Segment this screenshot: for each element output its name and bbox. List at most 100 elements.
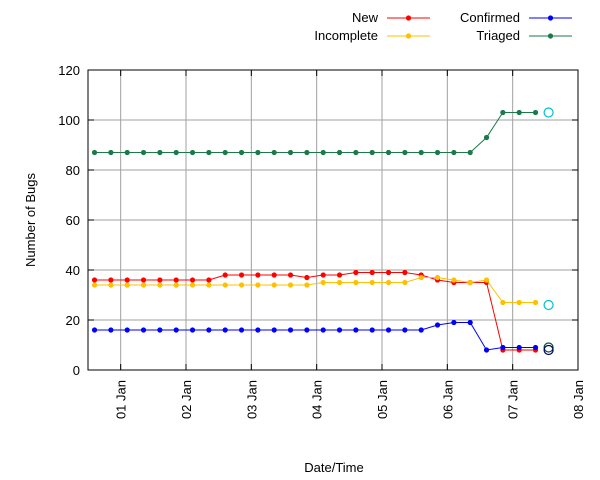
- data-point-triaged: [189, 149, 196, 156]
- data-point-triaged: [500, 109, 506, 116]
- data-point-triaged: [451, 149, 457, 156]
- data-point-confirmed: [336, 327, 343, 333]
- data-point-new: [369, 269, 375, 276]
- final-marker-incomplete: [543, 299, 554, 311]
- data-point-incomplete: [369, 279, 375, 286]
- data-point-triaged: [336, 149, 343, 156]
- data-point-incomplete: [418, 274, 424, 281]
- x-axis: 01 Jan 02 Jan 03 Jan 04 Jan 05 Jan 06 Jan 07 J…: [114, 70, 586, 419]
- data-point-confirmed: [91, 327, 98, 333]
- data-point-new: [124, 277, 130, 283]
- data-point-triaged: [418, 149, 424, 156]
- data-point-incomplete: [238, 282, 245, 288]
- data-point-incomplete: [108, 282, 114, 288]
- data-point-incomplete: [124, 282, 130, 288]
- data-point-confirmed: [532, 344, 539, 351]
- x-tick-label: 03 Jan: [244, 380, 259, 419]
- data-point-incomplete: [140, 282, 147, 288]
- data-point-triaged: [532, 109, 539, 116]
- legend-label-new: New: [352, 10, 379, 25]
- series-line-triaged: [94, 112, 536, 153]
- data-point-incomplete: [402, 279, 408, 286]
- data-point-confirmed: [304, 327, 310, 333]
- data-point-new: [385, 269, 392, 276]
- x-tick-label: 05 Jan: [375, 380, 390, 419]
- y-tick-label: 120: [58, 63, 80, 78]
- series-incomplete: [91, 274, 554, 311]
- data-point-triaged: [238, 149, 245, 156]
- data-point-triaged: [222, 149, 228, 156]
- data-point-confirmed: [320, 327, 326, 333]
- data-point-new: [271, 272, 277, 278]
- data-point-new: [304, 274, 310, 281]
- grid: [88, 70, 578, 370]
- y-axis: 0 20 40 60 80 100 120: [58, 63, 578, 378]
- data-point-confirmed: [385, 327, 392, 333]
- data-point-confirmed: [483, 347, 490, 353]
- data-point-confirmed: [434, 322, 441, 328]
- data-point-incomplete: [483, 277, 490, 283]
- data-point-triaged: [402, 149, 408, 156]
- data-point-triaged: [369, 149, 375, 156]
- data-point-incomplete: [189, 282, 196, 288]
- data-point-incomplete: [353, 279, 359, 286]
- y-tick-label: 80: [66, 163, 80, 178]
- data-point-triaged: [385, 149, 392, 156]
- data-point-confirmed: [157, 327, 163, 333]
- data-point-new: [238, 272, 245, 278]
- data-point-confirmed: [140, 327, 147, 333]
- data-point-incomplete: [255, 282, 261, 288]
- data-point-triaged: [467, 149, 473, 156]
- series-group: [91, 107, 554, 356]
- data-point-new: [402, 269, 408, 276]
- x-tick-label: 08 Jan: [571, 380, 586, 419]
- data-point-new: [206, 277, 212, 283]
- data-point-incomplete: [206, 282, 212, 288]
- x-tick-label: 07 Jan: [506, 380, 521, 419]
- data-point-confirmed: [467, 319, 473, 326]
- data-point-incomplete: [222, 282, 228, 288]
- data-point-incomplete: [467, 279, 473, 286]
- y-tick-label: 40: [66, 263, 80, 278]
- x-tick-label: 06 Jan: [440, 380, 455, 419]
- data-point-confirmed: [271, 327, 277, 333]
- data-point-confirmed: [353, 327, 359, 333]
- data-point-incomplete: [173, 282, 179, 288]
- final-marker-confirmed: [543, 344, 554, 356]
- data-point-new: [353, 269, 359, 276]
- series-confirmed: [91, 319, 554, 356]
- legend-label-incomplete: Incomplete: [314, 28, 378, 43]
- x-tick-label: 01 Jan: [114, 380, 129, 419]
- data-point-incomplete: [91, 282, 98, 288]
- data-point-new: [157, 277, 163, 283]
- data-point-confirmed: [500, 344, 506, 351]
- data-point-incomplete: [500, 299, 506, 306]
- data-point-new: [287, 272, 294, 278]
- data-point-new: [189, 277, 196, 283]
- legend-label-confirmed: Confirmed: [460, 10, 520, 25]
- data-point-incomplete: [434, 274, 441, 281]
- data-point-triaged: [287, 149, 294, 156]
- data-point-confirmed: [108, 327, 114, 333]
- data-point-confirmed: [402, 327, 408, 333]
- data-point-new: [173, 277, 179, 283]
- data-point-confirmed: [369, 327, 375, 333]
- data-point-incomplete: [451, 277, 457, 283]
- y-tick-label: 0: [73, 363, 80, 378]
- data-point-triaged: [516, 109, 522, 116]
- data-point-incomplete: [385, 279, 392, 286]
- data-point-new: [108, 277, 114, 283]
- series-line-confirmed: [94, 322, 536, 351]
- data-point-confirmed: [124, 327, 130, 333]
- legend-label-triaged: Triaged: [476, 28, 520, 43]
- data-point-incomplete: [320, 279, 326, 286]
- data-point-triaged: [483, 134, 490, 141]
- data-point-triaged: [255, 149, 261, 156]
- series-line-incomplete: [94, 277, 536, 303]
- data-point-triaged: [353, 149, 359, 156]
- x-tick-label: 02 Jan: [179, 380, 194, 419]
- y-tick-label: 60: [66, 213, 80, 228]
- y-axis-label: Number of Bugs: [23, 173, 38, 267]
- legend-marker-new: [405, 15, 412, 21]
